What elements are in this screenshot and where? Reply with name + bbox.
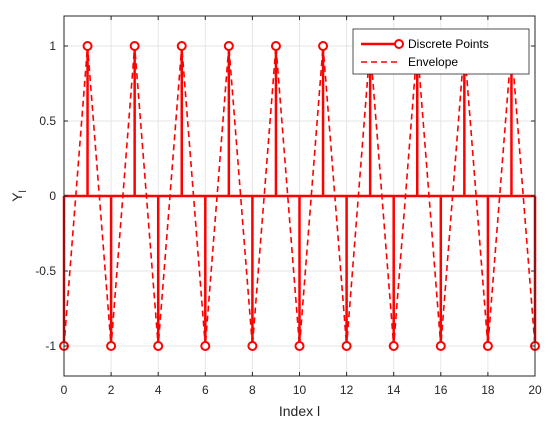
x-tick-label: 14 <box>387 383 401 397</box>
legend-box <box>352 28 530 75</box>
y-tick-label: -0.5 <box>35 264 56 278</box>
legend-item-envelope: Envelope <box>361 55 458 69</box>
x-tick-label: 16 <box>434 383 448 397</box>
legend: Discrete Points Envelope <box>352 28 530 75</box>
y-axis-label: Υl <box>9 190 29 202</box>
legend-label: Envelope <box>408 55 458 69</box>
stem-marker <box>200 341 211 351</box>
stem-marker <box>388 341 399 351</box>
stem-marker <box>341 341 352 351</box>
y-tick-label: 0 <box>49 189 56 203</box>
y-axis-label-main: Υ <box>9 192 25 202</box>
tick-labels: 0 2 4 6 8 10 12 14 16 18 20 -1 -0.5 0 0.5 1 <box>35 16 542 397</box>
stem-marker <box>153 341 164 351</box>
stem-marker <box>294 341 305 351</box>
x-tick-label: 2 <box>108 383 115 397</box>
y-tick-label: 0.5 <box>39 114 56 128</box>
x-tick-label: 4 <box>155 383 162 397</box>
x-tick-label: 12 <box>340 383 354 397</box>
legend-item-discrete-points: Discrete Points <box>361 37 489 51</box>
x-tick-label: 10 <box>293 383 307 397</box>
y-axis-label-subscript: l <box>18 190 29 192</box>
stem-marker <box>482 341 493 351</box>
stem-marker <box>106 341 117 351</box>
legend-swatch-marker <box>394 39 404 49</box>
envelope-line <box>63 45 536 347</box>
legend-label: Discrete Points <box>408 37 489 51</box>
stem-marker <box>223 41 234 51</box>
stem-marker <box>318 41 329 51</box>
stem-marker <box>247 341 258 351</box>
x-tick-label: 8 <box>249 383 256 397</box>
stem-marker <box>270 41 281 51</box>
stem-marker <box>129 41 140 51</box>
x-tick-label: 18 <box>481 383 495 397</box>
y-tick-label: 1 <box>49 39 56 53</box>
x-tick-label: 0 <box>61 383 68 397</box>
y-tick-label: -1 <box>45 339 56 353</box>
stem-marker <box>176 41 187 51</box>
x-axis-label: Index l <box>279 403 320 419</box>
x-tick-label: 6 <box>202 383 209 397</box>
x-tick-label: 20 <box>528 383 542 397</box>
stem-marker <box>82 41 93 51</box>
stem-marker <box>435 341 446 351</box>
